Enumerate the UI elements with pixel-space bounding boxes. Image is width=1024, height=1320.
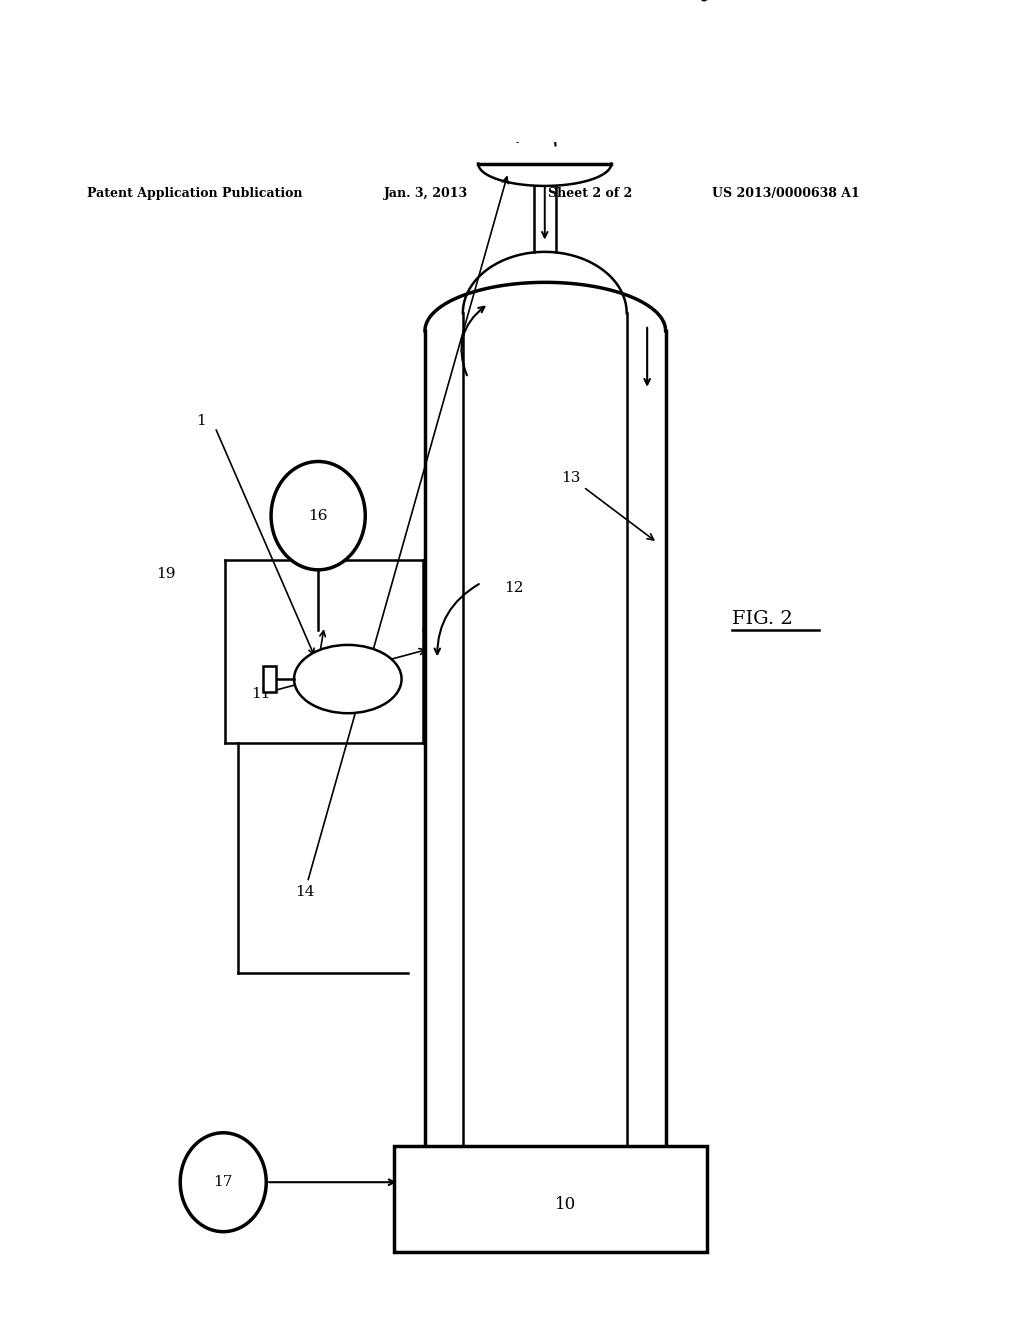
Text: 15: 15 [689, 0, 713, 7]
Text: 10: 10 [555, 1196, 577, 1213]
Text: 12: 12 [504, 581, 523, 595]
Text: 13: 13 [561, 470, 653, 540]
Bar [263, 667, 275, 692]
Text: FIG. 2: FIG. 2 [732, 610, 793, 628]
Text: US 2013/0000638 A1: US 2013/0000638 A1 [712, 187, 859, 201]
Text: Jan. 3, 2013: Jan. 3, 2013 [384, 187, 468, 201]
Bar [394, 1146, 707, 1251]
Circle shape [180, 1133, 266, 1232]
Circle shape [271, 462, 366, 570]
Text: 14: 14 [295, 177, 508, 899]
Ellipse shape [294, 645, 401, 713]
Circle shape [465, 0, 625, 120]
Text: 16: 16 [308, 508, 328, 523]
Polygon shape [478, 164, 611, 186]
Text: 18: 18 [305, 688, 325, 702]
Text: Sheet 2 of 2: Sheet 2 of 2 [548, 187, 632, 201]
Text: 11: 11 [251, 648, 426, 701]
Text: 19: 19 [156, 568, 175, 581]
Text: 1: 1 [197, 414, 207, 428]
Text: Patent Application Publication: Patent Application Publication [87, 187, 302, 201]
Text: 17: 17 [214, 1175, 232, 1189]
